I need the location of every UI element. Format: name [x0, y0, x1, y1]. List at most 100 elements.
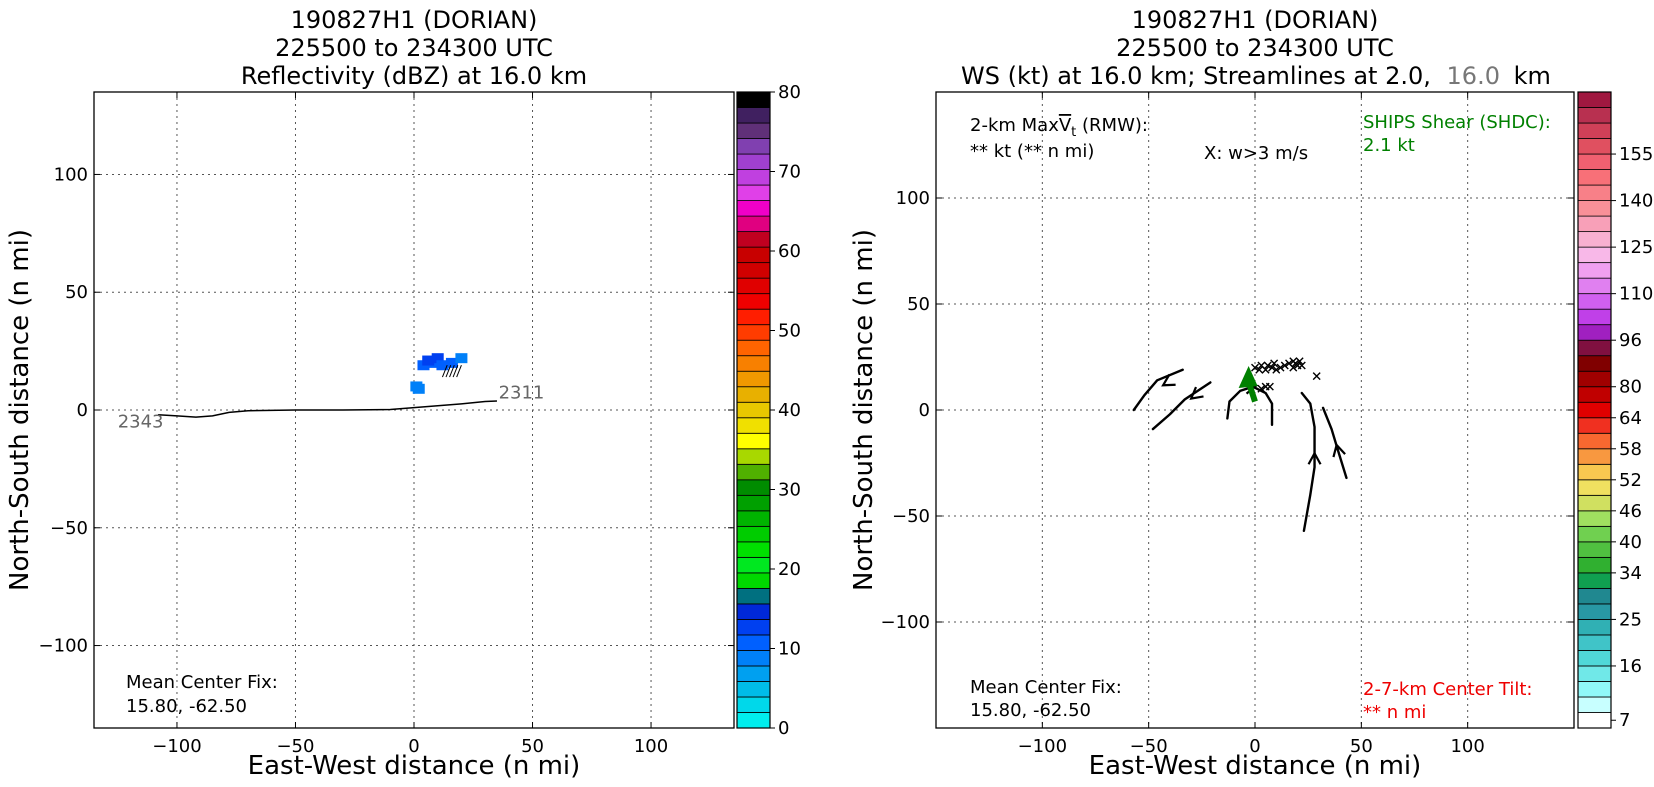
L-cbar-bin-17	[736, 448, 771, 465]
L-ytick-label-1: −50	[50, 518, 88, 539]
L-cbar-bin-24	[736, 339, 771, 357]
L-cbar-bin-12	[736, 525, 771, 543]
right-w-marker-15	[1295, 357, 1304, 366]
L-cbar-bin-29	[736, 262, 771, 279]
L-cbar-bin-18	[736, 432, 771, 450]
R-cbar-bin-36	[1577, 153, 1612, 170]
right-data-layer	[1132, 357, 1348, 533]
left-reflectivity-cell-3	[422, 355, 435, 366]
right-maxvt-value: ** kt (** n mi)	[970, 141, 1094, 162]
right-tilt-value: ** n mi	[1363, 702, 1426, 723]
R-cbar-bin-11	[1577, 541, 1612, 558]
R-cbar-bin-28	[1577, 277, 1612, 295]
R-cbar-tick-label-8: 64	[1619, 408, 1642, 429]
L-cbar-bin-33	[736, 200, 771, 217]
right-w-marker-0	[1251, 363, 1259, 372]
left-hatch-2	[449, 365, 455, 378]
right-title-line-3-unit: km	[1514, 62, 1551, 90]
right-shear-arrow-head	[1238, 365, 1258, 388]
L-cbar-bin-8	[736, 587, 771, 605]
R-cbar-tick-label-12: 125	[1619, 237, 1653, 258]
L-cbar-bin-28	[736, 277, 771, 295]
right-streamline-arrow-3	[1307, 450, 1322, 465]
L-cbar-bin-21	[736, 386, 771, 403]
R-cbar-bin-18	[1577, 432, 1612, 450]
R-cbar-bin-13	[1577, 510, 1612, 527]
L-cbar-bin-38	[736, 122, 771, 139]
L-cbar-bin-14	[736, 494, 771, 512]
right-streamline-arrow-0	[1161, 373, 1176, 387]
R-cbar-frame	[1577, 91, 1612, 729]
L-cbar-tick-label-0: 0	[778, 718, 789, 739]
left-data-layer: 2311 2343	[118, 353, 544, 432]
R-cbar-tick-label-3: 34	[1619, 563, 1642, 584]
right-w-marker-9	[1280, 361, 1289, 370]
left-hatch-3	[452, 365, 459, 378]
L-cbar-tick-label-3: 30	[778, 480, 801, 501]
R-ytick-label-0: −100	[881, 612, 930, 633]
R-cbar-tick-label-14: 155	[1619, 144, 1653, 165]
R-cbar-tick-label-6: 52	[1619, 470, 1642, 491]
R-cbar-bin-25	[1577, 324, 1612, 341]
right-maxvt-suffix: (RMW):	[1076, 115, 1148, 136]
L-cbar-bin-22	[736, 370, 771, 388]
right-title-line-3: WS (kt) at 16.0 km; Streamlines at 2.0, …	[961, 62, 1551, 90]
L-cbar-bin-6	[736, 619, 771, 636]
R-cbar-bin-5	[1577, 634, 1612, 651]
L-cbar-bin-36	[736, 153, 771, 170]
left-grid	[94, 92, 734, 728]
L-cbar-bin-37	[736, 138, 771, 155]
L-cbar-bin-15	[736, 479, 771, 496]
L-cbar-bin-2	[736, 681, 771, 698]
L-cbar-bin-27	[736, 293, 771, 310]
L-cbar-bin-3	[736, 665, 771, 682]
left-reflectivity-cell-5	[445, 357, 458, 368]
R-cbar-tick-label-7: 58	[1619, 439, 1642, 460]
R-cbar-bin-21	[1577, 386, 1612, 403]
R-cbar-tick-label-13: 140	[1619, 191, 1653, 212]
left-title-line-3: Reflectivity (dBZ) at 16.0 km	[241, 62, 587, 90]
L-cbar-tick-label-7: 70	[778, 162, 801, 183]
right-title-line-2: 225500 to 234300 UTC	[1116, 34, 1394, 62]
right-w-marker-8	[1276, 363, 1285, 372]
R-xtick-label-0: −100	[1018, 736, 1067, 757]
right-maxvt-prefix: 2-km Max	[970, 115, 1059, 136]
left-center-fix-value: 15.80, -62.50	[126, 696, 247, 717]
right-title-line-3-main: WS (kt) at 16.0 km; Streamlines at 2.0,	[961, 62, 1431, 90]
R-cbar-bin-7	[1577, 603, 1612, 620]
R-xtick-label-1: −50	[1130, 736, 1168, 757]
left-reflectivity-cell-6	[455, 353, 468, 364]
R-cbar-tick-label-5: 46	[1619, 501, 1642, 522]
L-cbar-bin-35	[736, 169, 771, 186]
R-cbar-bin-17	[1577, 448, 1612, 465]
right-maxvt-subscript: t	[1071, 125, 1076, 140]
right-streamline-arrow-4	[1332, 442, 1346, 458]
L-cbar-bin-10	[736, 556, 771, 574]
left-reflectivity-cell-1	[431, 353, 444, 364]
right-w-marker-3	[1261, 365, 1270, 374]
R-cbar-tick-label-9: 80	[1619, 377, 1642, 398]
left-title-line-2: 225500 to 234300 UTC	[275, 34, 553, 62]
L-cbar-tick-label-4: 40	[778, 400, 801, 421]
L-ytick-label-2: 0	[77, 400, 88, 421]
R-ytick-label-2: 0	[919, 400, 930, 421]
R-cbar-bin-2	[1577, 681, 1612, 698]
L-cbar-bin-13	[736, 510, 771, 527]
R-cbar-bin-22	[1577, 370, 1612, 388]
L-cbar-bin-5	[736, 634, 771, 651]
R-cbar-bin-1	[1577, 696, 1612, 713]
R-cbar-bin-10	[1577, 556, 1612, 574]
left-hatch-1	[445, 365, 452, 378]
L-cbar-bin-30	[736, 246, 771, 264]
right-streamline-1	[1151, 381, 1212, 431]
right-title-line-3-highlight: 16.0	[1447, 62, 1500, 90]
R-cbar-bin-39	[1577, 107, 1612, 124]
left-title-line-1: 190827H1 (DORIAN)	[291, 6, 538, 34]
L-cbar-tick-label-2: 20	[778, 559, 801, 580]
L-cbar-bin-32	[736, 215, 771, 233]
R-cbar-bin-9	[1577, 572, 1612, 589]
L-ytick-label-0: −100	[39, 636, 88, 657]
right-grid	[936, 92, 1574, 728]
right-tilt-label: 2-7-km Center Tilt:	[1363, 679, 1532, 700]
